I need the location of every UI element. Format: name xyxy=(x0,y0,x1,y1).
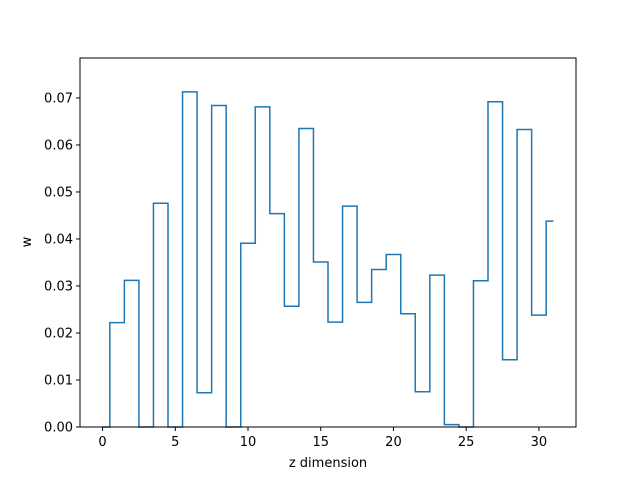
y-tick-label: 0.07 xyxy=(44,91,73,106)
y-tick-label: 0.04 xyxy=(44,232,73,247)
y-axis-label: w xyxy=(20,236,35,247)
y-tick-label: 0.03 xyxy=(44,279,73,294)
y-ticks: 0.00 0.01 0.02 0.03 0.04 0.05 0.06 0.07 xyxy=(44,91,80,436)
x-tick-label: 0 xyxy=(98,435,106,450)
x-tick-label: 30 xyxy=(531,435,548,450)
x-tick-label: 10 xyxy=(240,435,257,450)
x-ticks: 0 5 10 15 20 25 30 xyxy=(98,427,547,450)
y-tick-label: 0.05 xyxy=(44,185,73,200)
x-tick-label: 25 xyxy=(458,435,475,450)
x-tick-label: 15 xyxy=(312,435,329,450)
x-tick-label: 5 xyxy=(171,435,179,450)
y-tick-label: 0.06 xyxy=(44,138,73,153)
axes-frame xyxy=(79,57,577,428)
x-tick-label: 20 xyxy=(385,435,402,450)
y-tick-label: 0.00 xyxy=(44,421,73,436)
y-tick-label: 0.01 xyxy=(44,373,73,388)
x-axis-label: z dimension xyxy=(289,456,367,471)
y-tick-label: 0.02 xyxy=(44,326,73,341)
